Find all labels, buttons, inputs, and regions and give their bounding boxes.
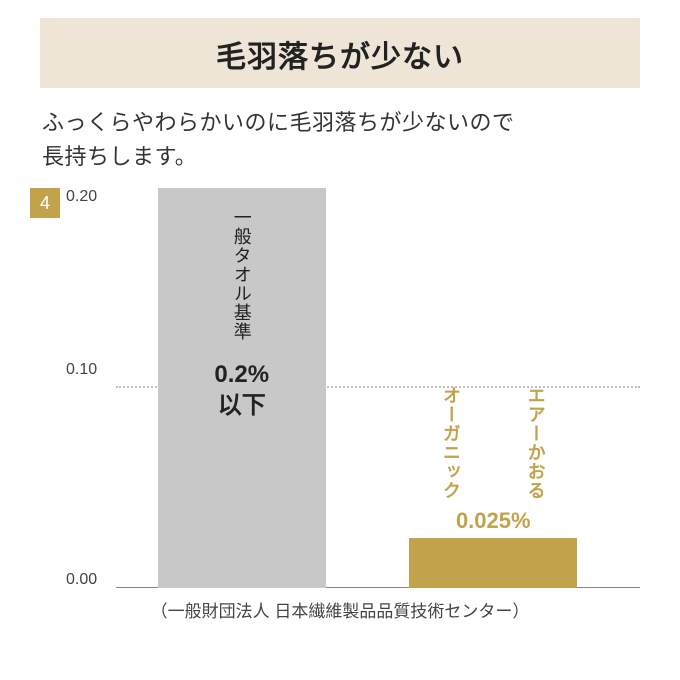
description-line2: 長持ちします。	[42, 144, 197, 169]
bar2-labels: オーガニック エアーかおる 0.025%	[409, 386, 577, 534]
infographic-card: 毛羽落ちが少ない ふっくらやわらかいのに毛羽落ちが少ないので 長持ちします。 4…	[0, 0, 680, 680]
bar1-labels: 一般タオル基準 0.2% 以下	[214, 208, 269, 421]
source-attribution: （一般財団法人 日本繊維製品品質技術センター）	[34, 597, 646, 622]
plot-area: 一般タオル基準 0.2% 以下 オーガニック エアーかおる	[116, 188, 640, 588]
bar2-value-label: 0.025%	[409, 508, 577, 534]
bar-chart: 0.00 0.10 0.20 一般タオル基準 0.2% 以下	[66, 188, 640, 588]
section-number-badge: 4	[30, 188, 60, 218]
chart-container: 4 0.00 0.10 0.20 一般タオル基準 0.2% 以下	[34, 188, 646, 628]
ytick-0: 0.00	[66, 571, 97, 589]
ytick-1: 0.10	[66, 361, 97, 379]
description: ふっくらやわらかいのに毛羽落ちが少ないので 長持ちします。	[34, 88, 646, 174]
bar1-value-label: 0.2% 以下	[214, 359, 269, 421]
bar2-group: オーガニック エアーかおる 0.025%	[409, 188, 577, 588]
title-text: 毛羽落ちが少ない	[216, 41, 464, 74]
bar-general-towel: 一般タオル基準 0.2% 以下	[158, 188, 326, 588]
title-bar: 毛羽落ちが少ない	[40, 18, 640, 88]
description-line1: ふっくらやわらかいのに毛羽落ちが少ないので	[42, 110, 515, 135]
bar1-vertical-label: 一般タオル基準	[229, 208, 255, 341]
bar2-vertical-label-col2: エアーかおる	[523, 386, 549, 500]
bar-air-kaoru-organic	[409, 538, 577, 588]
bar2-vertical-label-col1: オーガニック	[438, 386, 464, 500]
ytick-2: 0.20	[66, 188, 97, 206]
